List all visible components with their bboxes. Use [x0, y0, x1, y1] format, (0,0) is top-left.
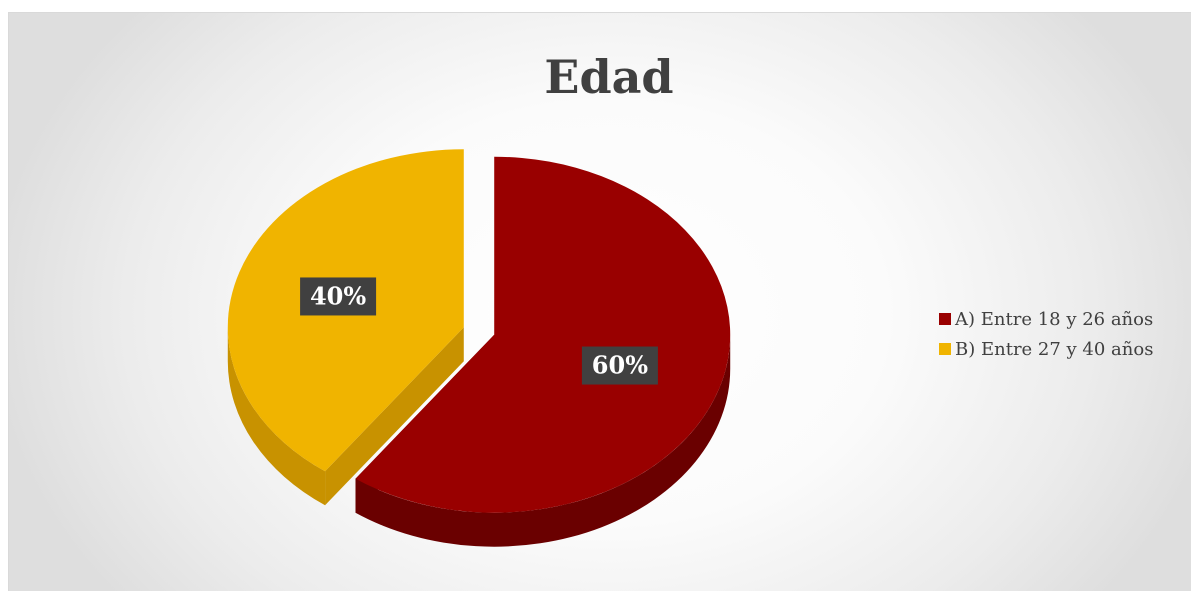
chart-frame: Edad 60% 40% A) Entre 18 y 26 años B) Entr…: [8, 12, 1191, 591]
data-label-box: [581, 346, 658, 385]
legend-swatch: [939, 343, 951, 355]
data-label-box: [300, 277, 377, 316]
chart-title: Edad: [544, 50, 673, 104]
pie-slice-side-2: [227, 327, 326, 506]
data-label-text: 60%: [592, 351, 648, 380]
legend-item-2: B) Entre 27 y 40 años: [939, 339, 1153, 360]
data-labels: 60% 40%: [300, 277, 658, 385]
legend-label: A) Entre 18 y 26 años: [954, 309, 1153, 330]
legend-swatch: [939, 313, 951, 325]
pie-chart: Edad 60% 40% A) Entre 18 y 26 años B) Entr…: [227, 50, 1153, 547]
data-label-text: 40%: [310, 281, 366, 310]
legend: A) Entre 18 y 26 años B) Entre 27 y 40 añ…: [939, 309, 1153, 360]
pie-slice-side-1: [355, 334, 731, 547]
pie-slice-cut-2-0: [325, 327, 464, 506]
data-label-1: 60%: [581, 346, 658, 385]
legend-label: B) Entre 27 y 40 años: [955, 339, 1153, 360]
data-label-2: 40%: [300, 277, 377, 316]
pie-slice-1: [355, 156, 731, 513]
legend-item-1: A) Entre 18 y 26 años: [939, 309, 1153, 330]
